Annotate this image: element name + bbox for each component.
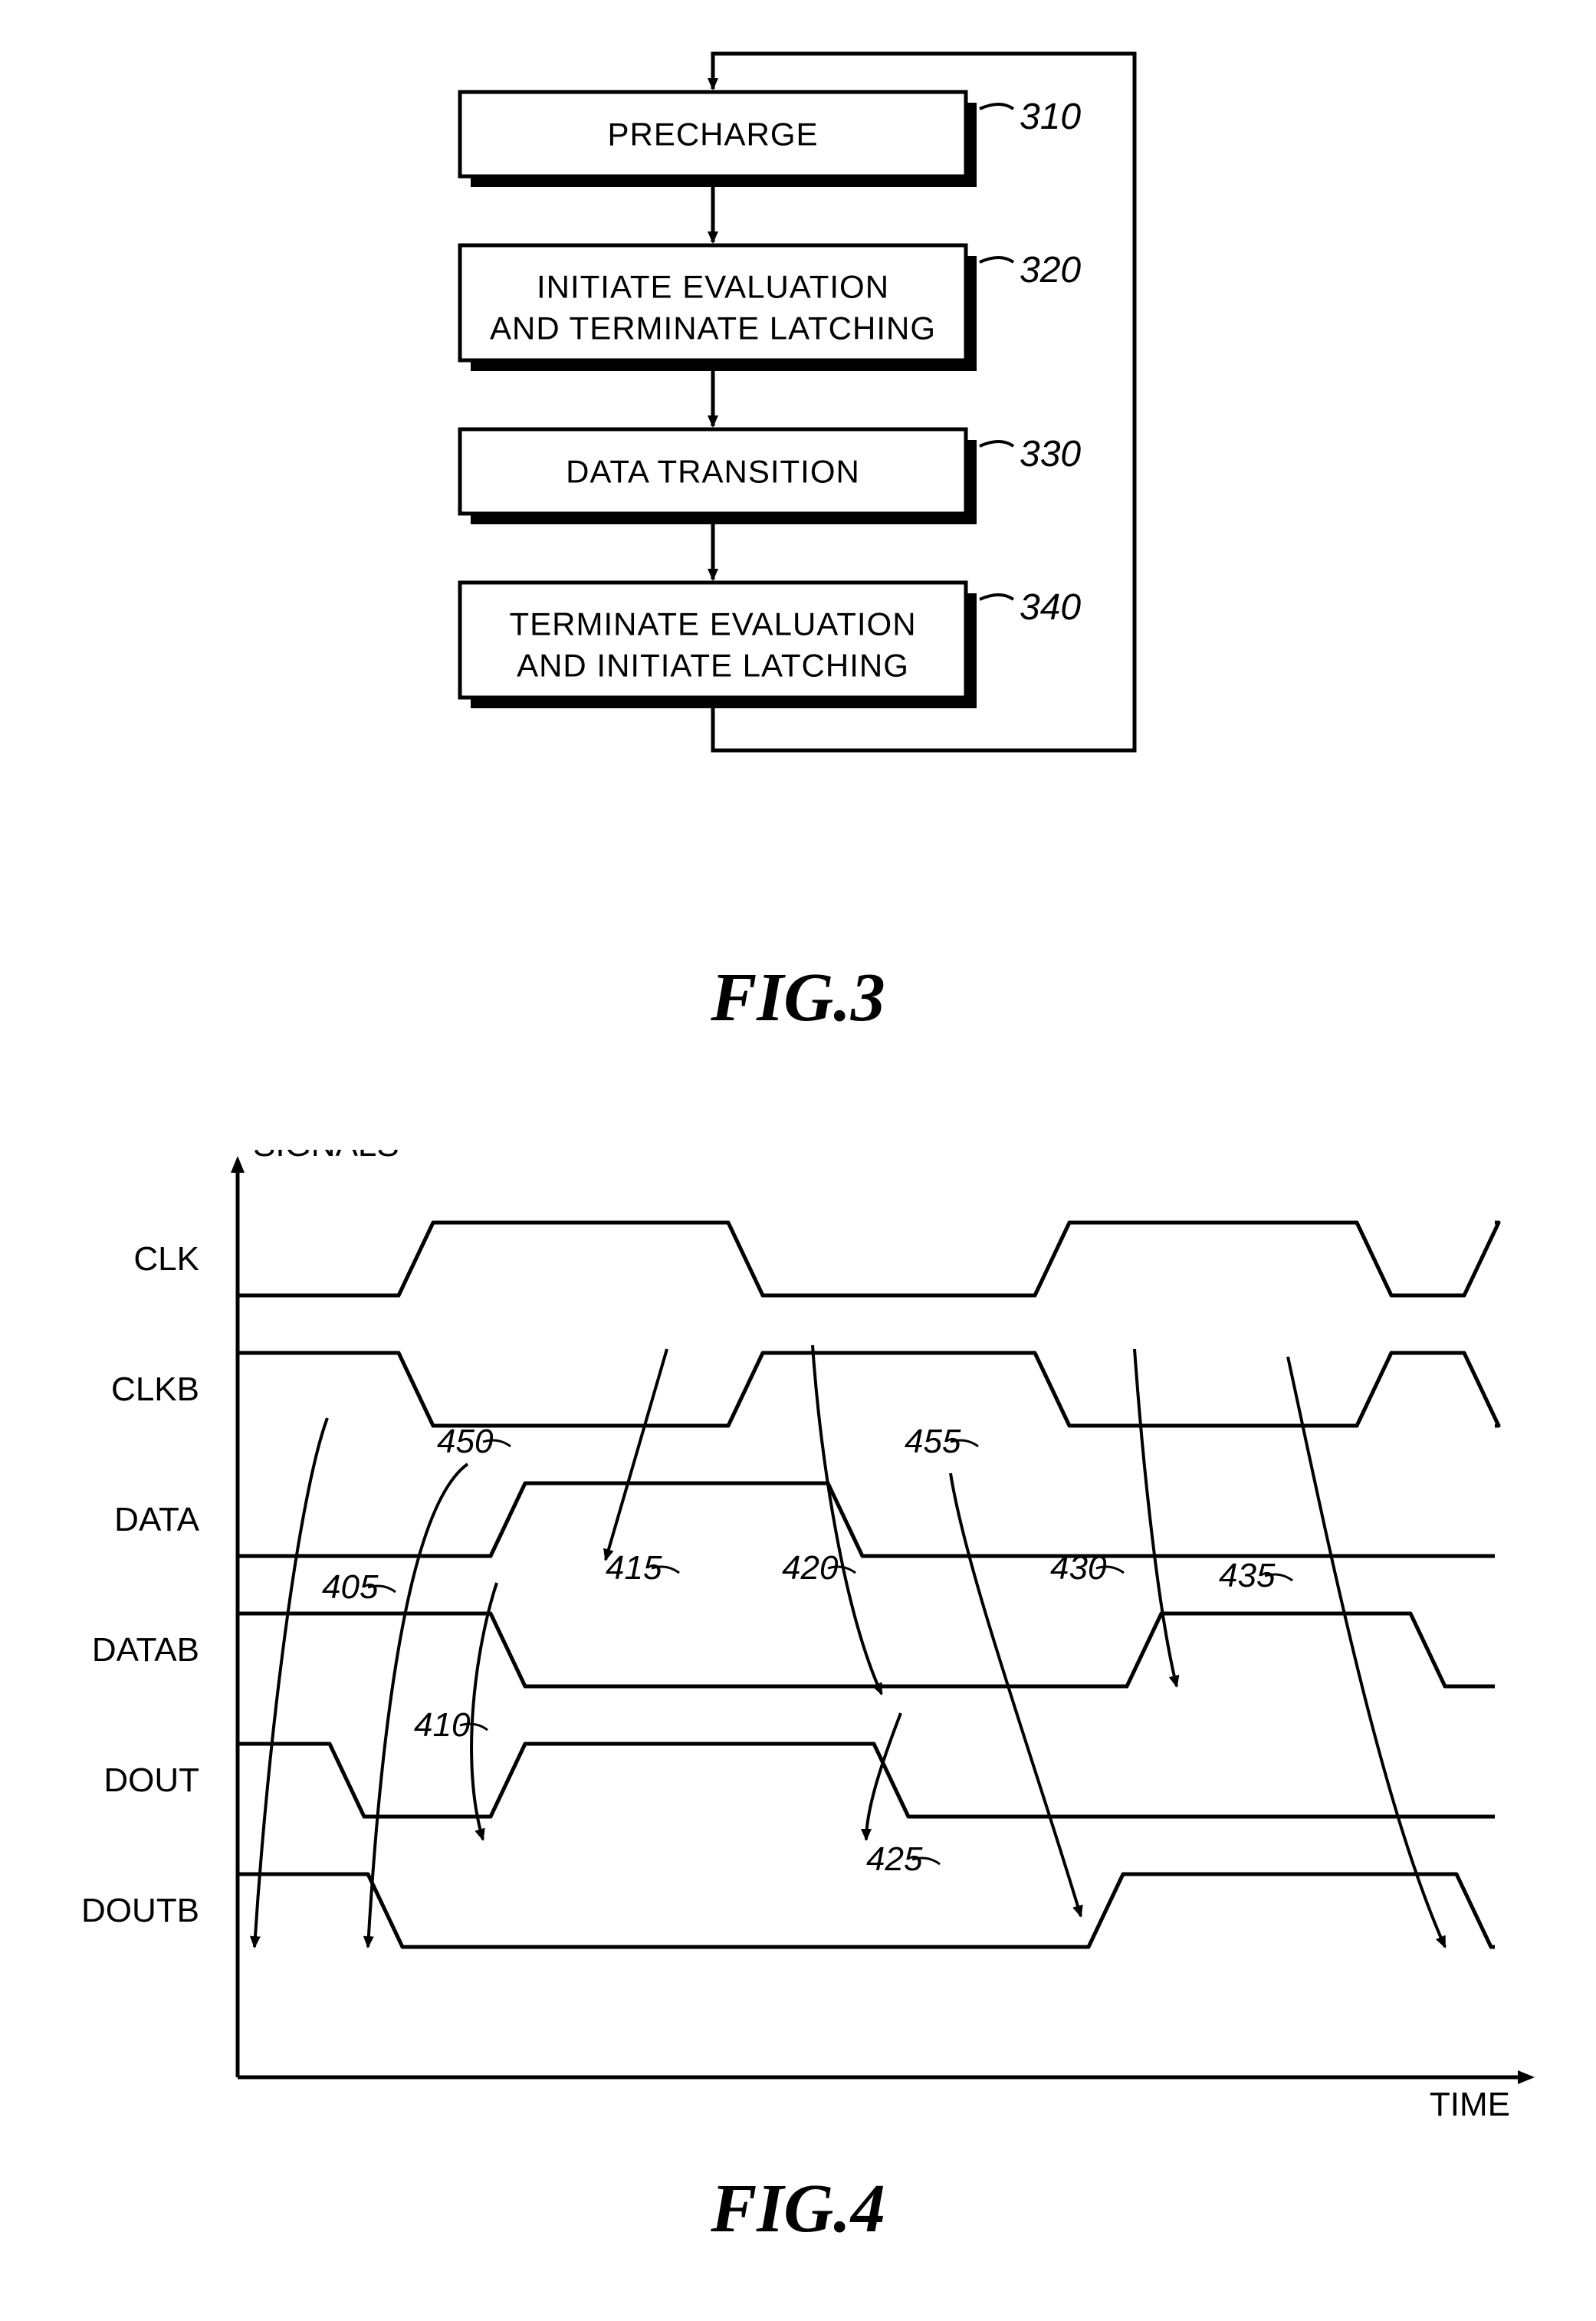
svg-text:AND TERMINATE LATCHING: AND TERMINATE LATCHING [490, 310, 936, 346]
svg-text:TERMINATE EVALUATION: TERMINATE EVALUATION [509, 606, 916, 642]
svg-text:DATA: DATA [114, 1501, 199, 1538]
figure-4-timing-diagram: 405450410415420455425430435 SIGNALSTIMEC… [0, 1150, 1596, 2146]
svg-text:DOUTB: DOUTB [81, 1892, 199, 1929]
svg-text:320: 320 [1020, 250, 1081, 291]
svg-text:340: 340 [1020, 587, 1081, 628]
svg-text:330: 330 [1020, 434, 1081, 474]
svg-text:310: 310 [1020, 97, 1081, 137]
svg-text:SIGNALS: SIGNALS [253, 1150, 399, 1164]
svg-text:TIME: TIME [1430, 2086, 1510, 2123]
figure-4-caption: FIG.4 [0, 2169, 1596, 2248]
svg-text:INITIATE EVALUATION: INITIATE EVALUATION [537, 269, 889, 305]
svg-text:DATAB: DATAB [92, 1631, 199, 1669]
svg-text:AND INITIATE LATCHING: AND INITIATE LATCHING [517, 648, 909, 684]
svg-text:DOUT: DOUT [103, 1761, 199, 1799]
svg-text:CLK: CLK [133, 1240, 199, 1278]
svg-text:PRECHARGE: PRECHARGE [607, 117, 818, 153]
svg-text:DATA TRANSITION: DATA TRANSITION [566, 454, 860, 490]
figure-3-caption: FIG.3 [0, 958, 1596, 1037]
svg-text:CLKB: CLKB [111, 1371, 199, 1408]
